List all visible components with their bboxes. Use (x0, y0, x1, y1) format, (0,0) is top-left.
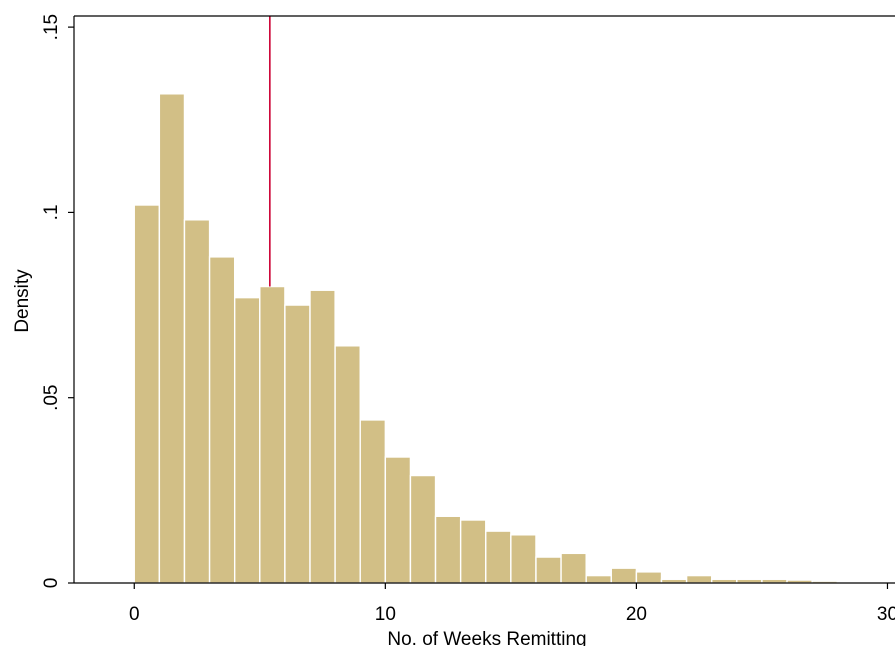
histogram-bar (434, 515, 462, 584)
histogram-bar (259, 285, 286, 584)
bars-layer (133, 93, 838, 584)
x-tick-label: 10 (375, 604, 396, 625)
histogram-bar (133, 204, 161, 584)
x-tick-label: 20 (626, 604, 647, 625)
histogram-bar (334, 345, 361, 584)
y-tick-label: 0 (41, 578, 62, 589)
histogram-bar (208, 256, 236, 584)
histogram-bar (685, 574, 713, 584)
histogram-bar (585, 574, 612, 584)
histogram-bar (459, 519, 487, 584)
histogram-bar (510, 534, 537, 584)
axes-layer (73, 15, 895, 584)
y-tick-label: .05 (41, 384, 62, 410)
histogram-bar (284, 304, 311, 584)
histogram-bar (359, 419, 387, 584)
x-tick-label: 30 (877, 604, 895, 625)
histogram-bar (560, 552, 587, 584)
histogram-bar (409, 474, 437, 584)
histogram-bar (635, 571, 663, 584)
histogram-bar (158, 93, 186, 584)
x-tick-label: 0 (129, 604, 140, 625)
histogram-bar (233, 296, 261, 584)
histogram-bar (485, 530, 512, 584)
histogram-bar (535, 556, 562, 584)
histogram-bar (610, 567, 638, 584)
ticks-layer: 0 10 20 30 0 .05 .1 .15 (41, 14, 895, 625)
y-tick-label: .1 (41, 204, 62, 220)
histogram-bar (384, 456, 412, 584)
histogram-bar (183, 219, 211, 584)
y-tick-label: .15 (41, 14, 62, 40)
x-axis-title: No. of Weeks Remitting (387, 629, 586, 646)
y-axis-title: Density (12, 269, 33, 333)
histogram-bar (309, 289, 336, 584)
